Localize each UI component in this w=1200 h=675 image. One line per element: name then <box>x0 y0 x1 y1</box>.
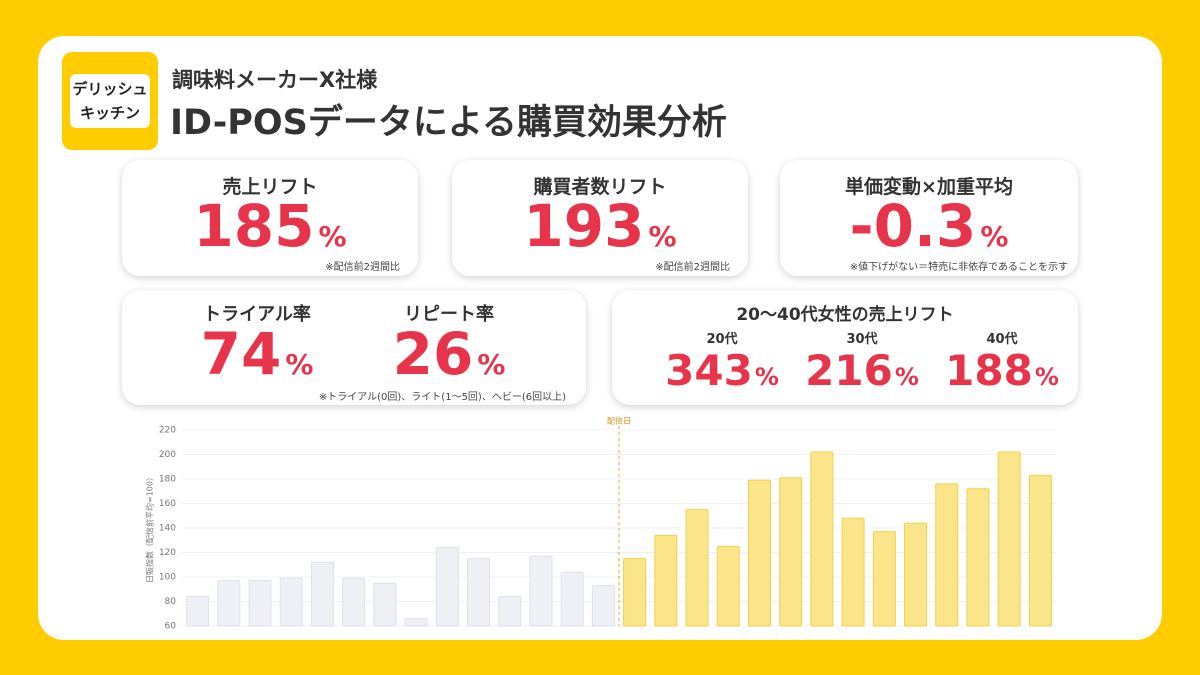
rate-label: トライアル率 <box>203 304 311 325</box>
bar <box>435 547 459 627</box>
bar <box>654 534 678 627</box>
segment-label: 40代 <box>986 332 1018 347</box>
bar <box>747 479 771 627</box>
segment-label: 30代 <box>846 332 878 347</box>
rate-value-wrap: 26% <box>354 324 544 395</box>
bar <box>841 517 865 627</box>
bar <box>373 582 397 627</box>
event-label: 配信日 <box>607 416 631 426</box>
y-tick-label: 80 <box>165 597 177 607</box>
kpi-note: ※配信前2週間比 <box>655 262 730 273</box>
kpi-value-wrap: 185% <box>122 196 418 267</box>
rate-value-wrap: 74% <box>162 324 352 395</box>
segment-value: 216 <box>805 346 893 395</box>
rates-card: トライアル率 74% リピート率 26% ※トライアル(0回)、ライト(1〜5回… <box>122 290 586 405</box>
y-tick-label: 140 <box>159 524 176 534</box>
bar <box>716 545 740 627</box>
kpi-card: 購買者数リフト 193% ※配信前2週間比 <box>452 160 748 276</box>
segment-label: 20代 <box>706 332 738 347</box>
rates-note: ※トライアル(0回)、ライト(1〜5回)、ヘビー(6回以上) <box>318 392 566 403</box>
kpi-unit: % <box>318 220 347 253</box>
segment-value-wrap: 343% <box>652 348 792 400</box>
segments-title: 20〜40代女性の売上リフト <box>736 305 954 325</box>
bar <box>248 580 272 627</box>
kpi-note: ※配信前2週間比 <box>325 262 400 273</box>
segments-card: 20〜40代女性の売上リフト 20代 343% 30代 216% 40代 188% <box>612 290 1078 405</box>
bar <box>529 555 553 627</box>
bar <box>498 596 522 627</box>
kpi-label: 購買者数リフト <box>533 176 667 198</box>
rate-label: リピート率 <box>404 304 494 325</box>
bar <box>810 451 834 627</box>
kpi-card: 売上リフト 185% ※配信前2週間比 <box>122 160 418 276</box>
bar <box>560 571 584 627</box>
y-axis-label: 日販指数（配信前平均=100） <box>145 473 155 583</box>
bar <box>623 558 647 627</box>
rate-unit: % <box>285 348 314 381</box>
kpi-unit: % <box>648 220 677 253</box>
bar <box>997 451 1021 627</box>
segment-unit: % <box>754 363 779 391</box>
bar <box>279 577 303 627</box>
bar <box>1028 474 1052 627</box>
y-tick-label: 180 <box>159 475 176 485</box>
kpi-unit: % <box>980 220 1009 253</box>
bar <box>685 509 709 627</box>
kpi-card: 単価変動×加重平均 -0.3% ※値下げがない＝特売に非依存であることを示す <box>780 160 1078 276</box>
kpi-label: 売上リフト <box>222 176 318 198</box>
y-tick-label: 200 <box>159 450 176 460</box>
bar <box>467 558 491 627</box>
kpi-note: ※値下げがない＝特売に非依存であることを示す <box>849 262 1068 273</box>
bar <box>186 596 210 627</box>
kpi-value: -0.3 <box>849 192 977 260</box>
kpi-value-wrap: 193% <box>452 196 748 267</box>
y-tick-label: 220 <box>159 426 176 436</box>
bar <box>779 477 803 627</box>
logo-line: デリッシュ <box>72 80 148 98</box>
bar <box>935 483 959 627</box>
kpi-value-wrap: -0.3% <box>780 196 1078 267</box>
bar <box>342 577 366 627</box>
logo-text: デリッシュ キッチン <box>70 74 150 128</box>
bar <box>966 488 990 627</box>
bar <box>591 585 615 627</box>
rate-unit: % <box>477 348 506 381</box>
bar <box>310 561 334 627</box>
bar <box>872 531 896 627</box>
bar <box>217 580 241 627</box>
segment-value-wrap: 188% <box>932 348 1072 400</box>
segment-value: 188 <box>945 346 1033 395</box>
segment-value: 343 <box>665 346 753 395</box>
kpi-value: 185 <box>193 192 315 260</box>
segment-unit: % <box>894 363 919 391</box>
y-tick-label: 120 <box>159 548 176 558</box>
y-tick-label: 160 <box>159 499 176 509</box>
y-tick-label: 100 <box>159 573 176 583</box>
segment-value-wrap: 216% <box>792 348 932 400</box>
subtitle: 調味料メーカーX社様 <box>172 68 378 92</box>
rate-value: 74 <box>200 320 282 388</box>
logo-line: キッチン <box>79 104 140 122</box>
segment-unit: % <box>1034 363 1059 391</box>
logo: デリッシュ キッチン <box>62 52 158 150</box>
rate-value: 26 <box>392 320 474 388</box>
title: ID-POSデータによる購買効果分析 <box>170 103 727 143</box>
bar <box>904 522 928 627</box>
kpi-label: 単価変動×加重平均 <box>845 176 1013 198</box>
y-tick-label: 60 <box>165 622 177 632</box>
bar <box>404 618 428 627</box>
kpi-value: 193 <box>523 192 645 260</box>
